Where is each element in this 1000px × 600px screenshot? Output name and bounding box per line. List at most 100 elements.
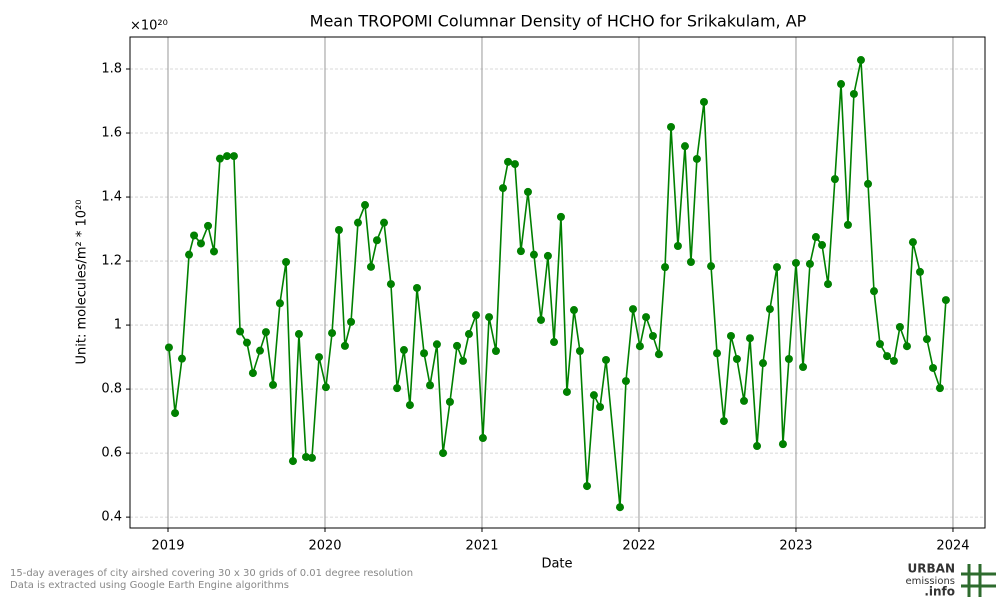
data-point <box>223 152 232 161</box>
data-point <box>791 258 800 267</box>
data-point <box>190 231 199 240</box>
chart-title: Mean TROPOMI Columnar Density of HCHO fo… <box>310 12 807 31</box>
data-point <box>799 363 808 372</box>
data-point <box>589 391 598 400</box>
data-point <box>707 262 716 271</box>
data-point <box>275 299 284 308</box>
data-point <box>366 262 375 271</box>
y-axis-label: Unit: molecules/m² * 10²⁰ <box>75 200 90 365</box>
data-point <box>902 342 911 351</box>
logo-text: .info <box>924 585 955 599</box>
x-tick-label: 2022 <box>622 539 655 554</box>
data-point <box>680 142 689 151</box>
data-point <box>713 349 722 358</box>
data-point <box>908 238 917 247</box>
y-tick-label: 1.2 <box>101 254 122 269</box>
data-point <box>856 56 865 65</box>
data-point <box>537 315 546 324</box>
data-point <box>772 263 781 272</box>
data-point <box>629 305 638 314</box>
y-tick-label: 1.4 <box>101 190 122 205</box>
data-point <box>699 97 708 106</box>
y-tick-label: 1 <box>114 318 122 333</box>
data-point <box>386 280 395 289</box>
data-point <box>575 346 584 355</box>
data-point <box>602 355 611 364</box>
data-point <box>870 287 879 296</box>
data-point <box>399 346 408 355</box>
data-point <box>485 313 494 322</box>
data-point <box>294 330 303 339</box>
data-point <box>562 387 571 396</box>
data-point <box>673 242 682 251</box>
data-point <box>692 154 701 163</box>
data-point <box>843 220 852 229</box>
data-point <box>236 327 245 336</box>
footnote: 15-day averages of city airshed covering… <box>10 568 413 579</box>
data-point <box>478 434 487 443</box>
data-point <box>583 482 592 491</box>
data-point <box>550 338 559 347</box>
data-point <box>686 258 695 267</box>
data-point <box>301 452 310 461</box>
data-point <box>426 381 435 390</box>
data-point <box>361 201 370 210</box>
data-point <box>405 401 414 410</box>
data-point <box>648 331 657 340</box>
data-point <box>818 241 827 250</box>
y-multiplier: ×10²⁰ <box>130 19 168 34</box>
data-point <box>615 503 624 512</box>
data-point <box>784 354 793 363</box>
data-point <box>353 218 362 227</box>
data-point <box>445 397 454 406</box>
data-point <box>642 313 651 322</box>
data-point <box>929 363 938 372</box>
data-point <box>830 175 839 184</box>
footnote: Data is extracted using Google Earth Eng… <box>10 580 289 591</box>
data-point <box>778 440 787 449</box>
data-point <box>255 346 264 355</box>
data-point <box>499 184 508 193</box>
data-point <box>661 263 670 272</box>
y-tick-label: 0.8 <box>101 382 122 397</box>
data-point <box>621 377 630 386</box>
data-point <box>464 330 473 339</box>
y-tick-label: 0.4 <box>101 510 122 525</box>
x-tick-label: 2024 <box>936 539 969 554</box>
data-point <box>315 353 324 362</box>
data-point <box>941 296 950 305</box>
data-point <box>935 384 944 393</box>
data-point <box>864 179 873 188</box>
data-point <box>380 218 389 227</box>
data-point <box>516 247 525 256</box>
y-tick-label: 0.6 <box>101 446 122 461</box>
logo-text: URBAN <box>908 562 955 576</box>
x-tick-label: 2019 <box>151 539 184 554</box>
y-tick-label: 1.8 <box>101 62 122 77</box>
data-point <box>340 341 349 350</box>
data-point <box>732 354 741 363</box>
data-point <box>916 267 925 276</box>
data-point <box>282 258 291 267</box>
data-point <box>824 280 833 289</box>
data-point <box>726 331 735 340</box>
data-point <box>372 236 381 245</box>
data-point <box>523 187 532 196</box>
data-point <box>261 328 270 337</box>
data-point <box>328 329 337 338</box>
plot-frame <box>129 36 986 529</box>
x-axis-label: Date <box>541 557 572 572</box>
data-point <box>504 157 513 166</box>
data-point <box>895 322 904 331</box>
data-point <box>740 396 749 405</box>
data-point <box>269 380 278 389</box>
data-point <box>883 352 892 361</box>
data-point <box>453 341 462 350</box>
data-point <box>556 212 565 221</box>
data-point <box>204 221 213 230</box>
data-point <box>510 160 519 169</box>
data-point <box>922 335 931 344</box>
data-point <box>432 340 441 349</box>
data-point <box>753 442 762 451</box>
